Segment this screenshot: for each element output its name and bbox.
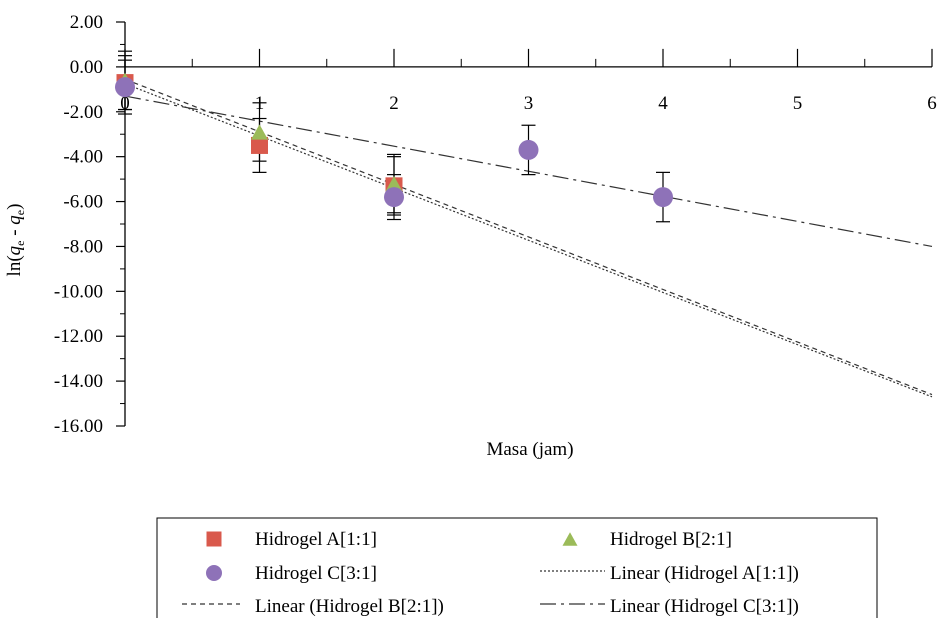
y-tick-label: 2.00: [70, 12, 103, 33]
y-tick-label: -16.00: [54, 416, 103, 437]
y-tick-label: 0.00: [70, 57, 103, 78]
legend-box: [156, 517, 878, 623]
legend-marker: [562, 532, 578, 546]
legend: Hidrogel A[1:1] Hidrogel B[2:1] Hidrogel C…: [156, 517, 878, 623]
x-tick-label: 3: [524, 93, 534, 114]
y-axis-title-mid: -: [4, 225, 25, 241]
legend-marker: [206, 531, 222, 547]
legend-label: Linear (Hidrogel B[2:1]): [255, 596, 444, 617]
legend-label: Hidrogel B[2:1]: [610, 529, 732, 550]
data-point: [251, 124, 268, 140]
x-tick-label: 4: [658, 93, 668, 114]
data-point: [115, 77, 135, 98]
y-axis-title: ln(qe - qe): [4, 204, 27, 277]
data-point: [653, 187, 673, 208]
y-axis-title-prefix: ln(: [4, 255, 25, 276]
y-tick-label: -10.00: [54, 281, 103, 302]
y-tick-label: -12.00: [54, 326, 103, 347]
y-axis-title-q2: q: [4, 215, 25, 225]
legend-label: Linear (Hidrogel C[3:1]): [610, 596, 799, 617]
y-axis-title-q1: q: [4, 245, 25, 255]
legend-label: Linear (Hidrogel A[1:1]): [610, 563, 799, 584]
y-axis-title-sub1: e: [13, 241, 27, 246]
y-tick-label: -14.00: [54, 371, 103, 392]
y-axis-title-suffix: ): [4, 204, 25, 210]
y-axis-title-sub2: e: [13, 210, 27, 215]
legend-label: Hidrogel A[1:1]: [255, 529, 377, 550]
y-tick-label: -4.00: [63, 147, 103, 168]
legend-marker: [206, 565, 222, 581]
data-point: [385, 175, 403, 192]
x-tick-label: 6: [927, 93, 937, 114]
axes-layer: 2.00 0.00 -2.00 -4.00 -6.00 -8.00 -10.00 -12.00…: [54, 12, 937, 437]
data-point: [384, 187, 404, 208]
legend-label: Hidrogel C[3:1]: [255, 563, 377, 584]
data-points-layer: [115, 50, 673, 223]
y-tick-label: -2.00: [63, 102, 103, 123]
x-tick-label: 5: [793, 93, 803, 114]
data-point: [518, 139, 539, 160]
x-axis-title: Masa (jam): [486, 439, 573, 460]
y-tick-label: -8.00: [63, 236, 103, 257]
data-point: [251, 136, 268, 154]
x-tick-label: 2: [389, 93, 399, 114]
y-tick-label: -6.00: [63, 192, 103, 213]
axis-labels-layer: Masa (jam) ln(qe - qe): [4, 204, 574, 460]
